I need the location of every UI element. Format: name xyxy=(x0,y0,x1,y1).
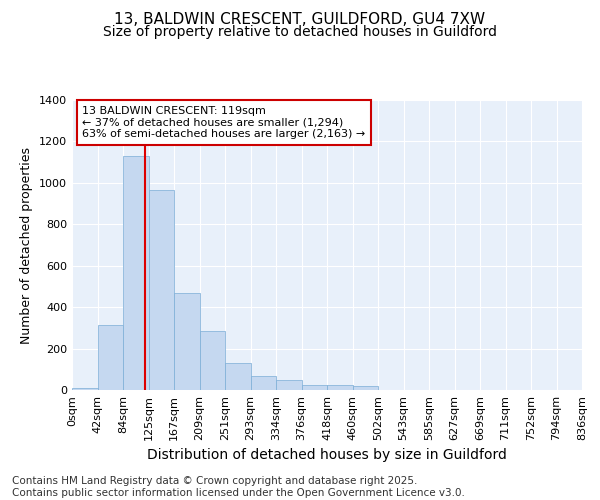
Text: Size of property relative to detached houses in Guildford: Size of property relative to detached ho… xyxy=(103,25,497,39)
Bar xyxy=(72,388,97,390)
Bar xyxy=(97,325,123,390)
Bar xyxy=(225,363,251,390)
Text: Contains HM Land Registry data © Crown copyright and database right 2025.
Contai: Contains HM Land Registry data © Crown c… xyxy=(12,476,465,498)
Text: 13, BALDWIN CRESCENT, GUILDFORD, GU4 7XW: 13, BALDWIN CRESCENT, GUILDFORD, GU4 7XW xyxy=(115,12,485,28)
Y-axis label: Number of detached properties: Number of detached properties xyxy=(20,146,34,344)
Bar xyxy=(327,385,353,390)
Bar xyxy=(353,386,378,390)
Bar xyxy=(123,156,149,390)
Bar xyxy=(174,292,199,390)
Bar xyxy=(199,331,225,390)
Bar xyxy=(149,190,174,390)
Bar xyxy=(276,380,302,390)
X-axis label: Distribution of detached houses by size in Guildford: Distribution of detached houses by size … xyxy=(147,448,507,462)
Bar xyxy=(251,376,276,390)
Text: 13 BALDWIN CRESCENT: 119sqm
← 37% of detached houses are smaller (1,294)
63% of : 13 BALDWIN CRESCENT: 119sqm ← 37% of det… xyxy=(82,106,365,139)
Bar xyxy=(302,385,327,390)
